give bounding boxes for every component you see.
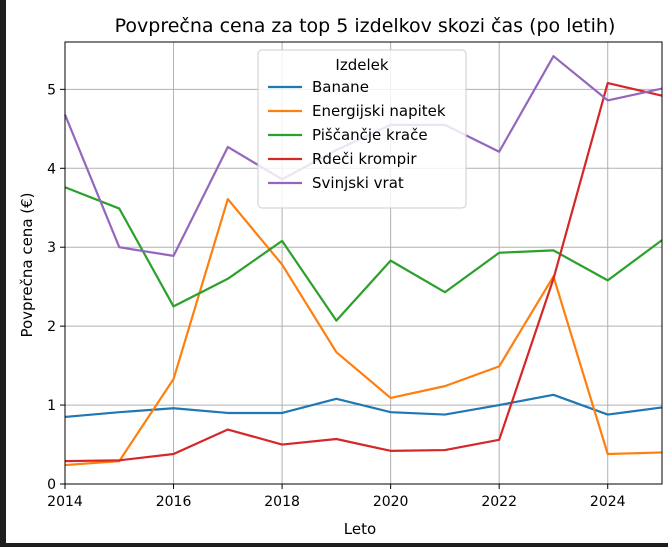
y-tick-label: 3 [47,240,56,256]
legend-title: Izdelek [335,56,388,74]
y-axis-label: Povprečna cena (€) [18,192,36,337]
legend-label-1: Banane [312,78,369,96]
x-tick-label: 2016 [156,494,192,510]
y-tick-label: 4 [47,161,56,177]
x-tick-label: 2014 [47,494,83,510]
legend-label-5: Svinjski vrat [312,174,404,192]
line-chart: Povprečna cena za top 5 izdelkov skozi č… [18,15,663,538]
y-axis-ticks: 0 1 2 3 4 5 [47,82,65,493]
series-line-4 [64,81,663,463]
chart-figure: Povprečna cena za top 5 izdelkov skozi č… [6,0,668,543]
y-tick-label: 1 [47,398,56,414]
series-line-1 [64,393,663,419]
y-tick-label: 0 [47,477,56,493]
x-tick-label: 2018 [264,494,300,510]
x-tick-label: 2024 [590,494,626,510]
x-axis-ticks: 2014 2016 2018 2020 2022 2024 [47,484,626,510]
legend-box [257,49,467,209]
x-axis-label: Leto [344,520,376,538]
legend-label-4: Rdeči krompir [312,150,417,168]
x-tick-label: 2020 [373,494,409,510]
x-tick-label: 2022 [481,494,517,510]
series-line-2 [64,197,663,467]
chart-title: Povprečna cena za top 5 izdelkov skozi č… [115,15,616,37]
y-tick-label: 5 [47,82,56,98]
legend-label-3: Piščančje krače [312,126,428,144]
series-line-3 [64,186,663,322]
legend-label-2: Energijski napitek [312,102,446,120]
plot-frame [64,41,663,485]
y-tick-label: 2 [47,319,56,335]
legend: Izdelek Banane Energijski napitek Piščančj… [257,49,467,209]
